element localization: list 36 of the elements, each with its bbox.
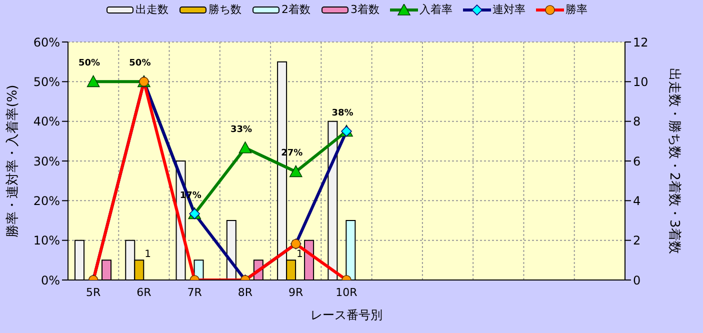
- y2-tick-label: 12: [633, 35, 648, 50]
- y2-tick-label: 6: [633, 154, 641, 168]
- legend-label: 3着数: [350, 2, 380, 17]
- data-label: 1: [296, 249, 303, 260]
- legend-label: 出走数: [136, 2, 168, 17]
- legend-label: 勝ち数: [208, 2, 242, 17]
- y-tick-label: 50%: [33, 74, 60, 89]
- y-tick-label: 20%: [33, 194, 60, 208]
- x-tick-label: 7R: [187, 286, 202, 299]
- y2-tick-label: 0: [633, 273, 641, 288]
- legend-label: 連対率: [492, 2, 526, 17]
- legend-label: 勝率: [566, 2, 588, 17]
- data-label: 33%: [230, 124, 252, 135]
- y-tick-label: 10%: [33, 234, 60, 248]
- y2-tick-label: 2: [633, 234, 641, 248]
- data-label: 50%: [78, 58, 100, 69]
- data-label: 50%: [129, 58, 151, 69]
- x-tick-label: 5R: [86, 286, 101, 299]
- y-tick-label: 30%: [33, 154, 60, 168]
- x-tick-label: 9R: [288, 286, 304, 299]
- y2-tick-label: 4: [633, 194, 641, 208]
- x-tick-label: 10R: [336, 286, 358, 299]
- data-label: 1: [144, 249, 152, 260]
- y2-tick-label: 8: [633, 114, 641, 129]
- x-axis-title: レース番号別: [310, 308, 382, 322]
- legend-label: 入着率: [420, 2, 452, 17]
- data-label: 38%: [332, 108, 354, 118]
- x-tick-label: 6R: [136, 286, 152, 299]
- x-tick-label: 8R: [238, 286, 253, 299]
- y-axis-title: 勝率・連対率・入着率(%): [4, 84, 21, 238]
- legend-label: 2着数: [282, 2, 310, 17]
- y2-axis-title: 出走数・勝ち数・2着数・3着数: [666, 68, 682, 254]
- y2-tick-label: 10: [633, 74, 648, 89]
- y-tick-label: 40%: [33, 114, 60, 129]
- y-tick-label: 60%: [33, 35, 60, 50]
- y-tick-label: 0%: [40, 273, 60, 288]
